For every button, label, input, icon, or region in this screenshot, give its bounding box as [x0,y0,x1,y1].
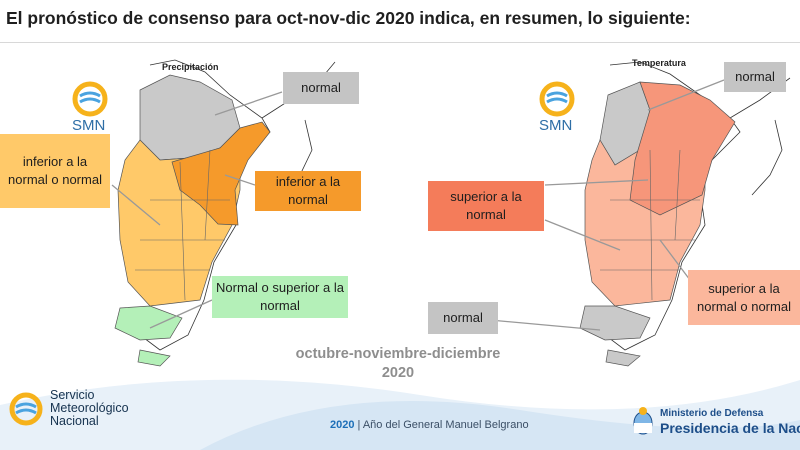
smn-emblem-icon [9,392,43,425]
footer-motto-text: | Año del General Manuel Belgrano [354,419,529,431]
footer-motto: 2020 | Año del General Manuel Belgrano [330,419,529,431]
presidency-name: Presidencia de la Nación [660,420,800,436]
callout-precip-normal: normal [283,72,359,104]
callout-precip-inferior-o-normal: inferior a la normal o normal [0,134,110,208]
callout-temp-superior-o-normal: superior a la normal o normal [688,270,800,325]
leader-line [214,91,283,116]
province-borders [600,149,700,301]
title-divider [0,42,800,43]
leader-line [544,179,649,186]
callout-precip-normal-o-superior: Normal o superior a la normal [212,276,348,318]
continent-outline-coast [751,119,783,196]
callout-temp-normal-north: normal [724,62,786,92]
callout-temp-normal-south: normal [428,302,498,334]
footer-year: 2020 [330,419,355,431]
footer-wave-decoration-2 [200,401,800,450]
smn-logo-text-left: SMN [72,117,106,134]
forecast-period: octubre-noviembre-diciembre 2020 [283,345,513,383]
region-normal-south [579,305,651,341]
temperature-map [489,61,791,367]
forecast-period-months: octubre-noviembre-diciembre [295,346,501,362]
smn-name-line1: Servicio [50,388,95,402]
smn-footer-logo: Servicio Meteorológico Nacional [8,389,129,428]
ministry-name: Ministerio de Defensa [660,408,764,419]
callout-temp-superior: superior a la normal [428,181,544,231]
smn-name-line2: Meteorológico [50,401,129,415]
region-tierra-del-fuego [137,349,171,367]
smn-name-line3: Nacional [50,414,99,428]
callout-precip-inferior: inferior a la normal [255,171,361,211]
precipitation-map-label: Precipitación [162,62,219,72]
region-tierra-del-fuego [605,349,641,367]
leader-line [111,184,161,226]
temperature-map-label: Temperatura [632,58,686,68]
ministry-logo: Ministerio de Defensa Presidencia de la … [632,406,800,436]
forecast-period-year: 2020 [381,365,415,381]
smn-logo-left [72,81,108,117]
leader-line [544,219,621,251]
smn-logo-right [539,81,575,117]
leader-line [659,239,691,281]
argentina-coat-of-arms-icon [633,407,653,435]
leader-line [647,79,725,111]
region-superior [629,81,736,216]
page-title: El pronóstico de consenso para oct-nov-d… [6,8,691,28]
smn-logo-text-right: SMN [539,117,573,134]
leader-line [149,299,213,329]
region-inferior [171,121,271,226]
province-borders [135,149,230,301]
region-normal-o-superior [114,305,183,341]
precipitation-map [111,59,336,367]
leader-line [489,319,601,331]
leader-line [224,174,256,186]
